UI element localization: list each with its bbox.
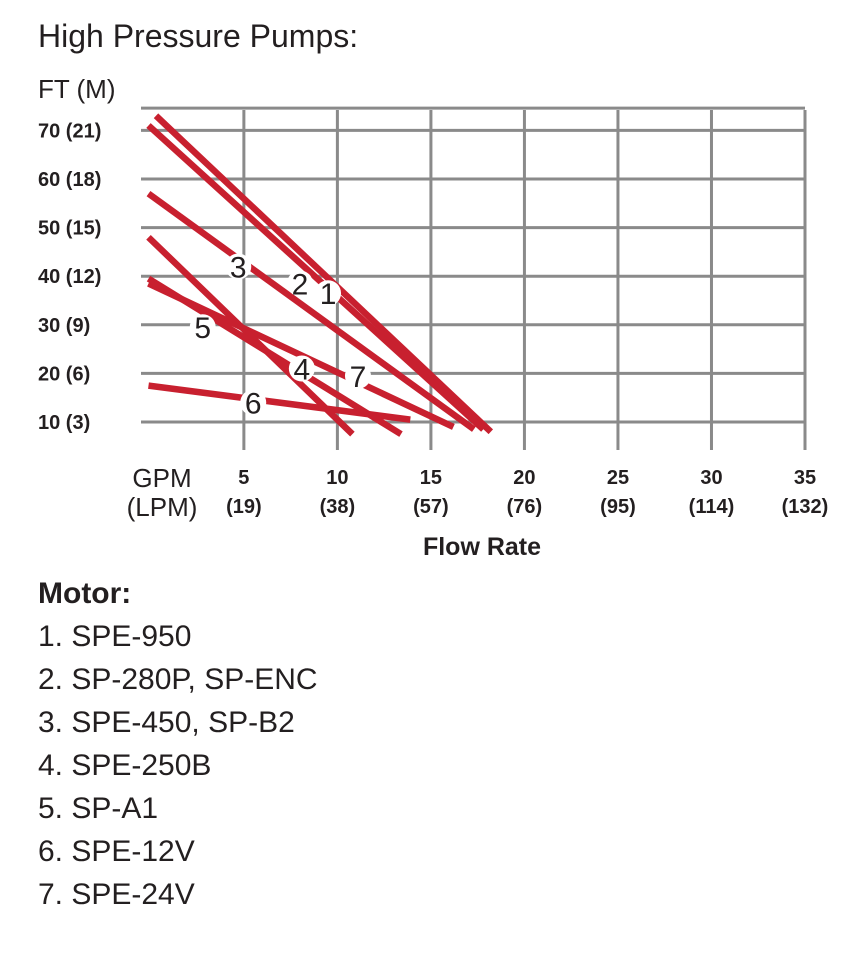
series-tag-7: 7 <box>350 361 367 394</box>
series-tag-bg <box>286 270 313 297</box>
y-axis-title: FT (M) <box>38 74 116 104</box>
x-tick-label: 35 <box>794 467 816 489</box>
series-tag-bg <box>189 314 216 341</box>
x-unit-label: GPM <box>132 463 191 493</box>
x-tick-label: 30 <box>700 467 722 489</box>
x-tick-label: 25 <box>607 467 629 489</box>
legend-item-1: 1. SPE-950 <box>38 620 192 653</box>
series-tag-bg <box>315 280 342 307</box>
series-tag-bg <box>344 362 371 389</box>
legend-item-4: 4. SPE-250B <box>38 749 212 782</box>
x-tick-label: 20 <box>513 467 535 489</box>
x-tick-label-lpm: (95) <box>600 496 636 518</box>
chart: FT (M) 10 (3) 20 (6) 30 (9) 40 (12) 50 (15) 60… <box>38 74 829 561</box>
series-tag-4: 4 <box>294 354 311 387</box>
x-tick-label: 15 <box>420 467 442 489</box>
y-tick-label: 70 (21) <box>38 120 101 142</box>
series-tag-bg <box>288 355 315 382</box>
x-unit-label-lpm: (LPM) <box>127 492 198 522</box>
legend-heading: Motor: <box>38 577 132 610</box>
series-tag-3: 3 <box>230 251 247 284</box>
y-tick-label: 50 (15) <box>38 218 101 240</box>
y-tick-label: 30 (9) <box>38 315 90 337</box>
series-line-5 <box>146 234 355 437</box>
y-tick-label: 10 (3) <box>38 412 90 434</box>
y-tick-label: 20 (6) <box>38 363 90 385</box>
x-tick-label-lpm: (132) <box>782 496 829 518</box>
x-tick-label: 10 <box>326 467 348 489</box>
series-line-7 <box>146 275 403 437</box>
series-tag-bg <box>240 389 267 416</box>
y-tick-label: 60 (18) <box>38 169 101 191</box>
x-tick-label-lpm: (114) <box>689 496 735 518</box>
series-tag-bg <box>225 253 252 280</box>
legend-item-6: 6. SPE-12V <box>38 835 195 868</box>
x-tick-label-lpm: (57) <box>413 496 449 518</box>
x-tick-label: 5 <box>238 467 249 489</box>
legend-item-5: 5. SP-A1 <box>38 792 159 825</box>
series-tag-1: 1 <box>320 278 337 311</box>
legend-item-2: 2. SP-280P, SP-ENC <box>38 663 318 696</box>
series-line-2 <box>146 123 486 432</box>
legend: Motor: 1. SPE-950 2. SP-280P, SP-ENC 3. … <box>38 572 318 916</box>
chart-title: High Pressure Pumps: <box>38 18 359 54</box>
x-tick-label-lpm: (76) <box>507 496 543 518</box>
x-tick-label-lpm: (38) <box>320 496 356 518</box>
series-tag-5: 5 <box>194 312 211 345</box>
series-tag-2: 2 <box>292 268 309 301</box>
legend-item-3: 3. SPE-450, SP-B2 <box>38 706 295 739</box>
x-axis-title: Flow Rate <box>423 533 541 561</box>
y-tick-label: 40 (12) <box>38 266 101 288</box>
series-line-1 <box>153 113 494 435</box>
series-line-3 <box>146 190 476 432</box>
x-tick-label-lpm: (19) <box>226 496 262 518</box>
legend-item-7: 7. SPE-24V <box>38 878 195 911</box>
series-tag-6: 6 <box>245 388 262 421</box>
